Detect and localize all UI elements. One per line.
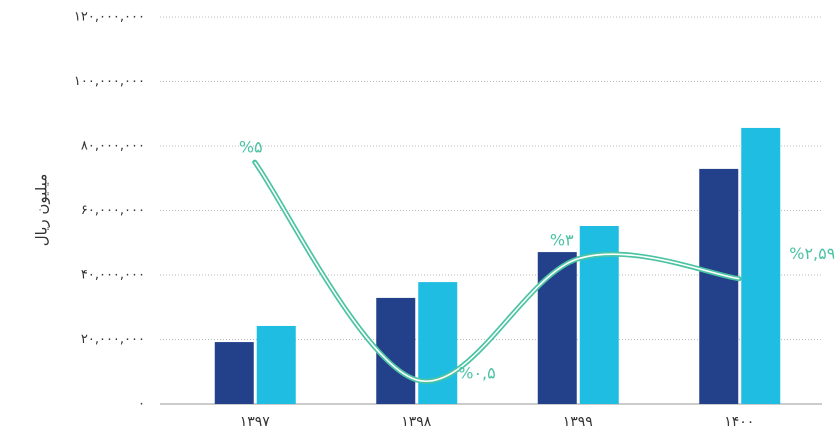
bar — [376, 297, 416, 404]
x-tick-label: ۱۳۹۸ — [401, 414, 432, 430]
bar — [537, 252, 577, 404]
y-axis-label: میلیون ریال — [33, 174, 51, 246]
data-label: %۰,۵ — [458, 363, 495, 382]
x-tick-label: ۱۴۰۰ — [724, 414, 754, 430]
bar — [256, 325, 296, 404]
y-tick-label: ۸۰,۰۰۰,۰۰۰ — [81, 139, 145, 154]
y-tick-label: ۲۰,۰۰۰,۰۰۰ — [81, 332, 145, 347]
y-tick-label: ۰ — [138, 397, 145, 412]
data-label: %۵ — [239, 138, 263, 157]
bar — [699, 168, 739, 404]
x-tick-label: ۱۳۹۹ — [563, 414, 593, 430]
line-outer — [252, 159, 742, 384]
bar — [214, 342, 254, 404]
y-tick-label: ۶۰,۰۰۰,۰۰۰ — [81, 203, 145, 218]
y-tick-label: ۱۰۰,۰۰۰,۰۰۰ — [74, 74, 145, 89]
data-label: %۳ — [550, 230, 574, 249]
y-tick-label: ۱۲۰,۰۰۰,۰۰۰ — [74, 10, 145, 25]
bar — [741, 127, 781, 404]
bar — [418, 282, 458, 404]
x-tick-label: ۱۳۹۷ — [240, 414, 271, 430]
data-label: %۲,۵۹ — [789, 244, 834, 263]
y-tick-label: ۴۰,۰۰۰,۰۰۰ — [81, 268, 145, 283]
line — [254, 161, 740, 383]
